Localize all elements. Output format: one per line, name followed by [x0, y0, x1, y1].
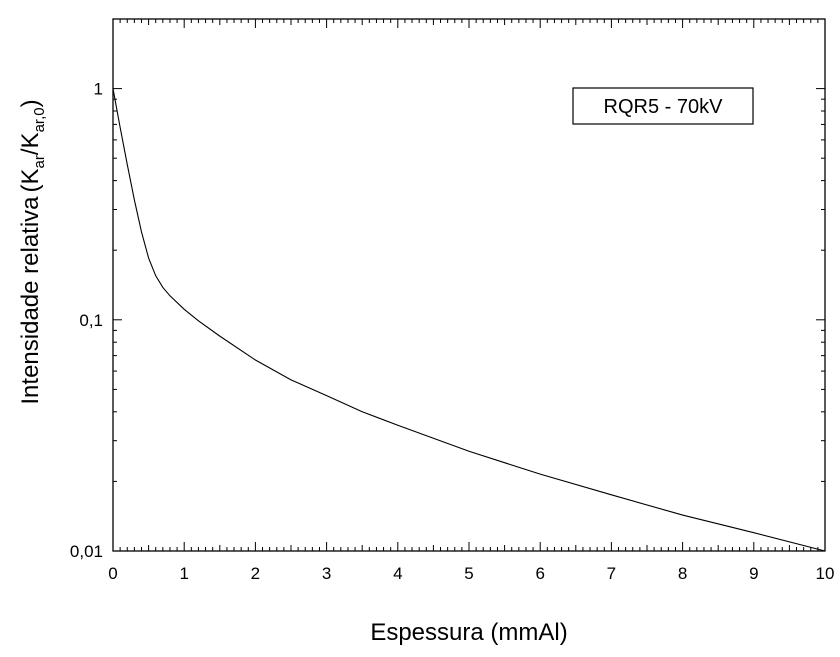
y-axis-title-k1: K: [17, 168, 44, 184]
x-tick-label: 0: [108, 564, 117, 583]
y-tick-label: 0,1: [79, 311, 103, 330]
x-axis-title: Espessura (mmAl): [370, 619, 567, 646]
y-tick-label: 1: [94, 80, 103, 99]
x-tick-label: 8: [678, 564, 687, 583]
y-axis-title-k2: K: [17, 132, 44, 148]
y-axis-title-open-paren: (: [17, 184, 44, 192]
legend-box: [572, 87, 754, 125]
y-tick-label: 0,01: [70, 542, 103, 561]
y-axis-title-sub1: ar: [31, 155, 48, 168]
x-tick-label: 9: [749, 564, 758, 583]
legend-label: RQR5 - 70kV: [604, 96, 724, 118]
y-axis-title-slash: /: [17, 148, 44, 155]
x-tick-label: 6: [535, 564, 544, 583]
y-tick-labels: 1 0,1 0,01: [70, 80, 103, 561]
legend: RQR5 - 70kV: [572, 87, 754, 125]
series-line: [112, 88, 826, 552]
y-axis-title-main: Intensidade relativa: [17, 196, 44, 405]
y-axis-title-sub2: ar,0: [31, 107, 48, 132]
x-tick-label: 2: [251, 564, 260, 583]
y-axis-title-close-paren: ): [17, 99, 44, 107]
x-tick-label: 1: [179, 564, 188, 583]
axis-ticks: [112, 18, 826, 552]
x-tick-label: 3: [322, 564, 331, 583]
x-tick-labels: 0 1 2 3 4 5 6 7 8 9 10: [108, 564, 834, 583]
x-tick-label: 4: [393, 564, 402, 583]
x-tick-label: 10: [816, 564, 835, 583]
x-tick-label: 5: [464, 564, 473, 583]
y-axis-title: Intensidade relativa(Kar/Kar,0): [17, 99, 48, 404]
x-tick-label: 7: [607, 564, 616, 583]
